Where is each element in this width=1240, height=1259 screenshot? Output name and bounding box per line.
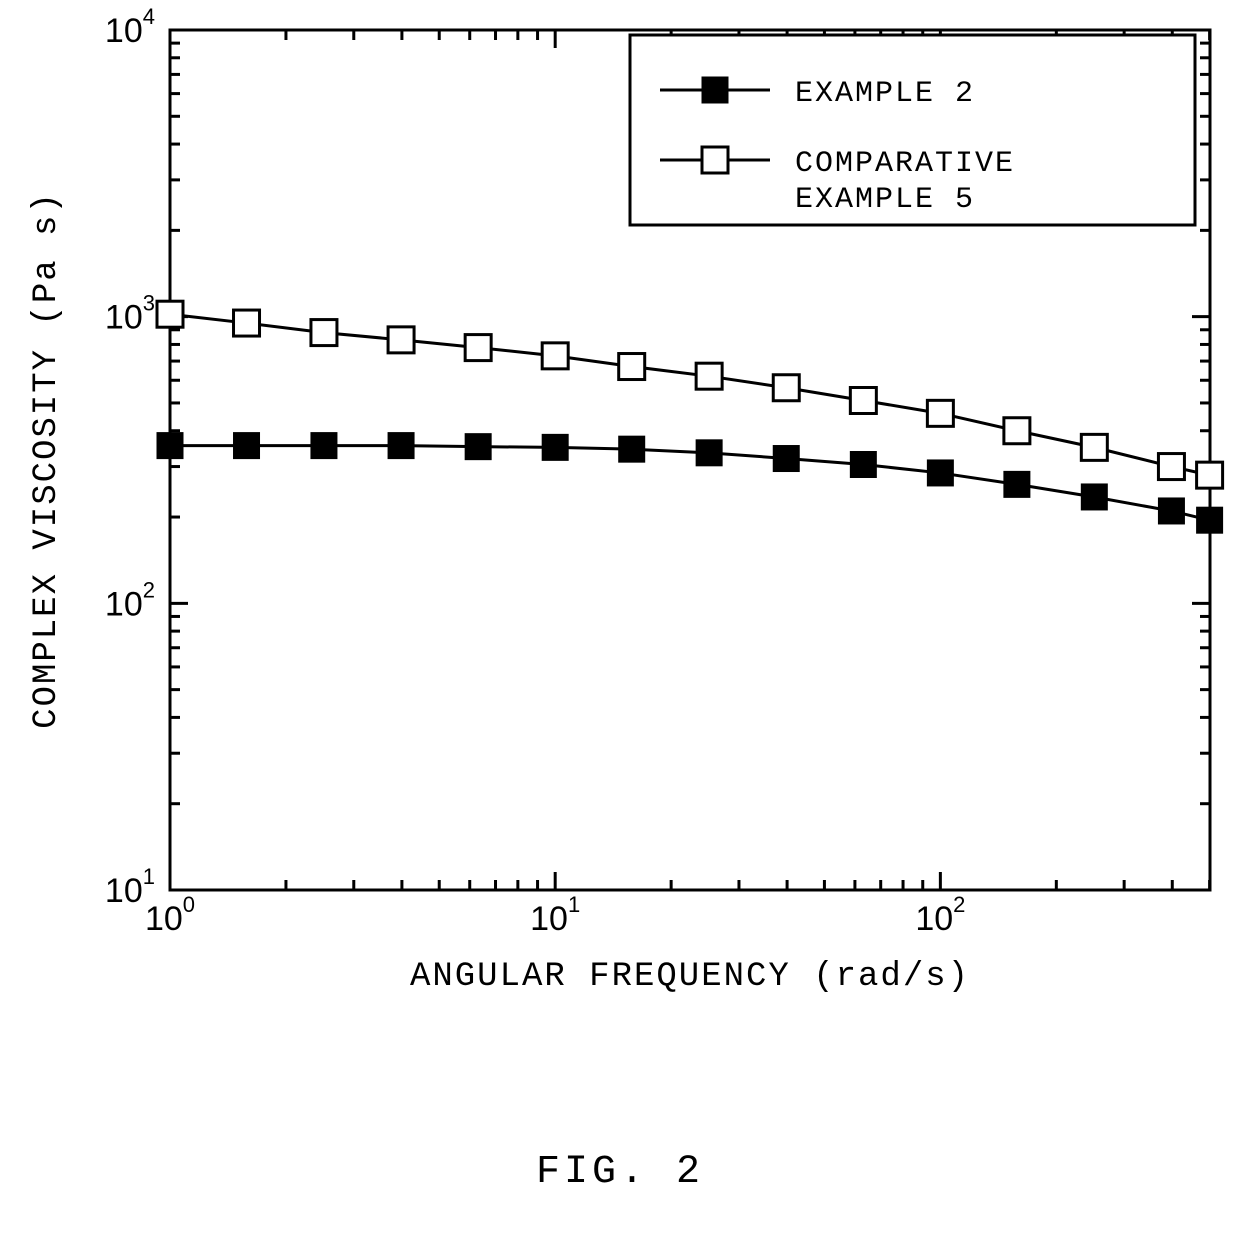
series-marker-ce5 xyxy=(311,320,337,346)
series-marker-ce5 xyxy=(1081,434,1107,460)
figure-container: 100101102101102103104ANGULAR FREQUENCY (… xyxy=(0,0,1240,1259)
series-marker-ex2 xyxy=(466,435,490,459)
y-tick-label: 102 xyxy=(105,577,155,623)
x-axis-label: ANGULAR FREQUENCY (rad/s) xyxy=(410,958,970,996)
series-marker-ce5 xyxy=(773,375,799,401)
series-marker-ex2 xyxy=(1159,499,1183,523)
series-marker-ex2 xyxy=(851,453,875,477)
viscosity-chart: 100101102101102103104ANGULAR FREQUENCY (… xyxy=(0,0,1240,1060)
series-marker-ex2 xyxy=(1005,472,1029,496)
series-marker-ex2 xyxy=(389,434,413,458)
legend-marker xyxy=(702,147,728,173)
series-marker-ce5 xyxy=(465,335,491,361)
x-tick-label: 100 xyxy=(145,892,195,938)
series-marker-ce5 xyxy=(619,354,645,380)
series-marker-ce5 xyxy=(850,387,876,413)
series-marker-ce5 xyxy=(927,400,953,426)
series-marker-ce5 xyxy=(157,301,183,327)
series-marker-ex2 xyxy=(1198,508,1222,532)
legend-marker xyxy=(703,78,727,102)
series-marker-ce5 xyxy=(234,310,260,336)
series-marker-ex2 xyxy=(928,461,952,485)
x-tick-label: 101 xyxy=(530,892,580,938)
series-marker-ex2 xyxy=(1082,485,1106,509)
series-marker-ce5 xyxy=(542,343,568,369)
series-marker-ex2 xyxy=(312,434,336,458)
y-axis-label: COMPLEX VISCOSITY (Pa s) xyxy=(28,191,66,729)
series-marker-ex2 xyxy=(774,447,798,471)
series-marker-ce5 xyxy=(1004,418,1030,444)
series-marker-ex2 xyxy=(235,434,259,458)
series-marker-ce5 xyxy=(1197,462,1223,488)
x-tick-label: 102 xyxy=(915,892,965,938)
series-marker-ce5 xyxy=(1158,454,1184,480)
series-marker-ex2 xyxy=(697,441,721,465)
y-tick-label: 104 xyxy=(105,4,155,50)
series-marker-ce5 xyxy=(388,327,414,353)
y-tick-label: 103 xyxy=(105,291,155,337)
series-marker-ce5 xyxy=(696,363,722,389)
figure-caption: FIG. 2 xyxy=(0,1150,1240,1195)
series-marker-ex2 xyxy=(620,437,644,461)
series-marker-ex2 xyxy=(543,435,567,459)
series-marker-ex2 xyxy=(158,434,182,458)
legend-label: EXAMPLE 5 xyxy=(795,183,975,217)
legend-label: COMPARATIVE xyxy=(795,147,1015,181)
legend-label: EXAMPLE 2 xyxy=(795,77,975,111)
